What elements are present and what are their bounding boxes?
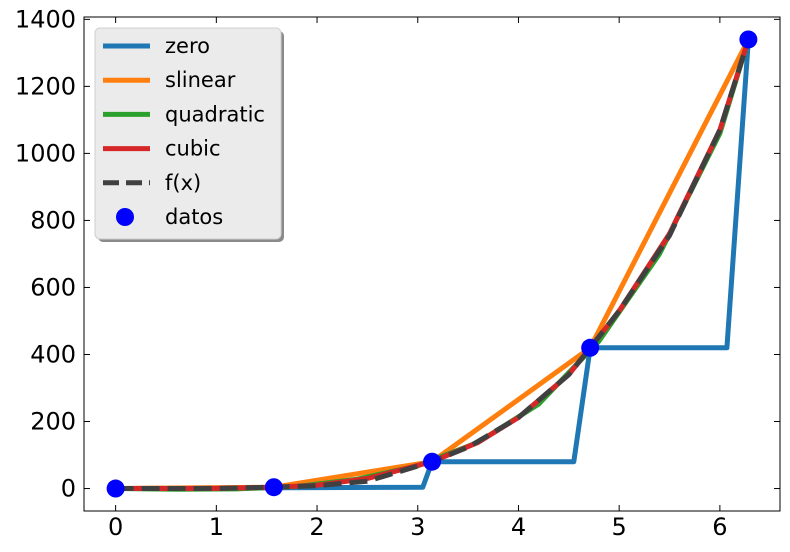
- plot-frame: [83, 16, 781, 512]
- y-tick-label: 1400: [15, 5, 76, 33]
- x-tick-label: 6: [712, 513, 727, 541]
- data-point: [423, 452, 442, 471]
- data-point: [106, 479, 125, 498]
- y-tick-label: 800: [30, 206, 76, 234]
- axes: 0 1 2 3 4 5 6 0 200 400 600 800 1000 1200 1400: [15, 5, 781, 541]
- data-point: [581, 338, 600, 357]
- legend-label-cubic: cubic: [165, 137, 221, 161]
- y-tick-label: 600: [30, 273, 76, 301]
- y-tick-label: 200: [30, 408, 76, 436]
- x-tick-label: 2: [309, 513, 324, 541]
- legend-label-f-x: f(x): [165, 171, 201, 195]
- x-tick-label: 5: [612, 513, 627, 541]
- legend-label-quadratic: quadratic: [165, 102, 265, 126]
- legend-label-slinear: slinear: [165, 68, 236, 92]
- x-tick-label: 3: [410, 513, 425, 541]
- plot-area: [115, 38, 751, 492]
- x-tick-label: 1: [209, 513, 224, 541]
- x-tick-label: 4: [511, 513, 526, 541]
- legend-label-datos: datos: [165, 205, 223, 229]
- legend: zero slinear quadratic cubic f(x) datos: [94, 27, 284, 242]
- y-tick-label: 400: [30, 340, 76, 368]
- data-point: [264, 478, 283, 497]
- legend-marker-datos: [116, 208, 134, 226]
- y-tick-label: 1200: [15, 72, 76, 100]
- series-line-f-x: [115, 38, 751, 491]
- y-tick-label: 1000: [15, 139, 76, 167]
- y-tick-label: 0: [61, 475, 76, 503]
- series-line-zero: [115, 39, 751, 491]
- legend-label-zero: zero: [165, 34, 210, 58]
- x-tick-label: 0: [108, 513, 123, 541]
- data-point: [739, 30, 758, 49]
